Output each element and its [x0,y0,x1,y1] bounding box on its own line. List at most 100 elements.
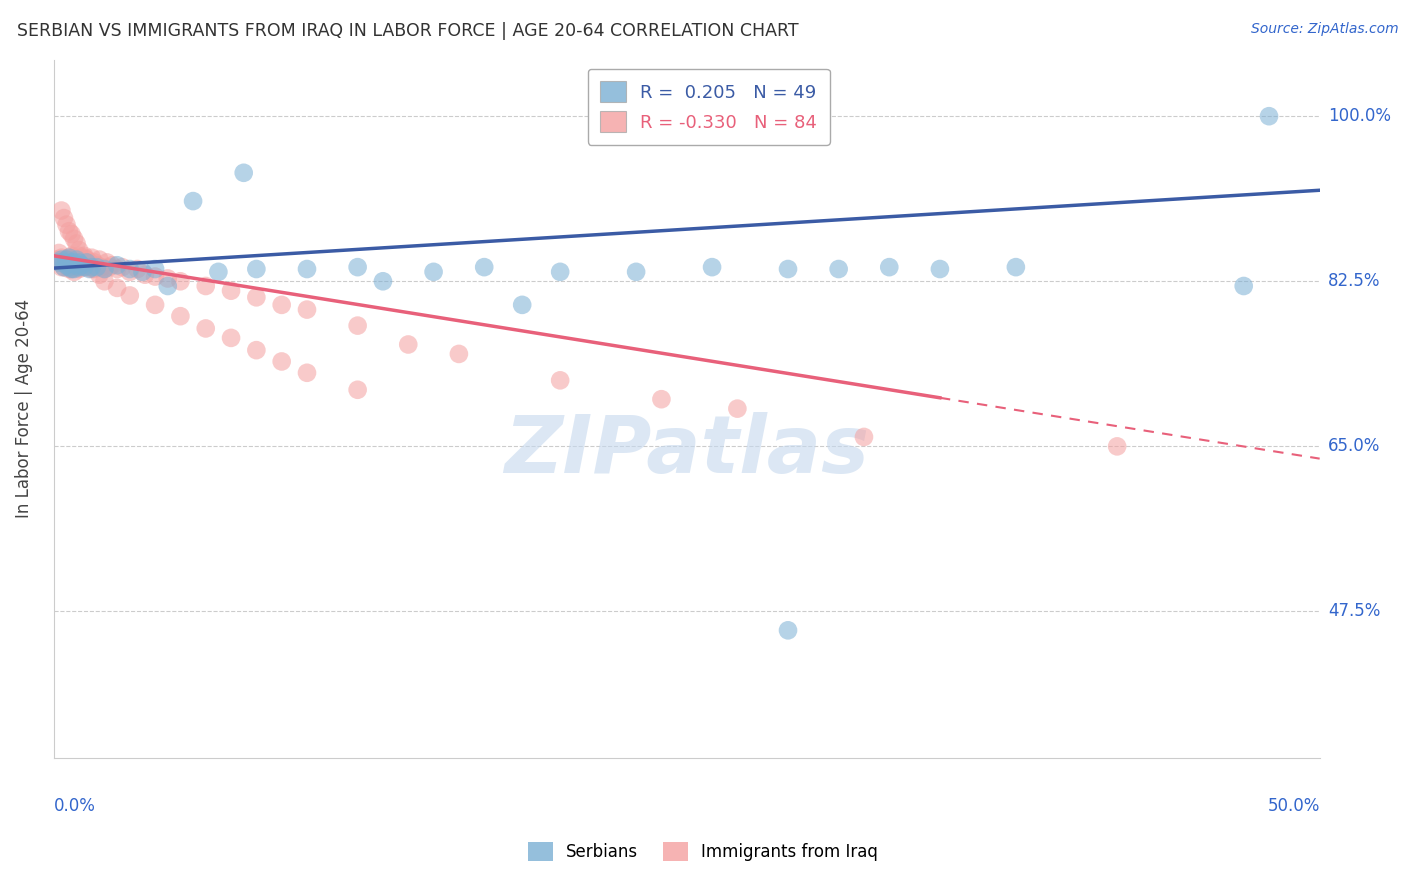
Point [67,262,90,277]
Point [1258,109,1281,123]
Point [219,284,242,298]
Point [60,255,83,269]
Point [58,262,80,277]
Point [73,251,96,265]
Point [232,166,254,180]
Point [93,274,115,288]
Point [510,298,533,312]
Point [63,258,86,272]
Point [93,262,115,277]
Point [245,343,267,358]
Text: Source: ZipAtlas.com: Source: ZipAtlas.com [1251,22,1399,37]
Point [827,262,849,277]
Point [89,252,111,267]
Point [70,260,93,274]
Point [55,218,77,232]
Text: SERBIAN VS IMMIGRANTS FROM IRAQ IN LABOR FORCE | AGE 20-64 CORRELATION CHART: SERBIAN VS IMMIGRANTS FROM IRAQ IN LABOR… [17,22,799,40]
Point [245,290,267,304]
Point [169,274,191,288]
Point [67,255,90,269]
Point [91,260,114,274]
Point [60,262,83,277]
Legend: Serbians, Immigrants from Iraq: Serbians, Immigrants from Iraq [522,835,884,868]
Point [55,252,77,267]
Point [1107,439,1129,453]
Point [52,211,75,225]
Point [63,232,86,246]
Point [548,373,571,387]
Point [77,255,100,269]
Point [77,255,100,269]
Point [624,265,647,279]
Point [51,260,73,274]
Point [60,262,83,277]
Point [67,249,90,263]
Point [51,203,73,218]
Point [80,260,103,274]
Point [83,255,105,269]
Point [63,262,86,277]
Point [156,271,179,285]
Point [76,255,98,269]
Text: 82.5%: 82.5% [1329,272,1381,290]
Point [86,258,108,272]
Point [65,236,87,251]
Point [67,255,90,269]
Text: 65.0%: 65.0% [1329,437,1381,456]
Point [396,337,419,351]
Point [52,255,75,269]
Point [101,258,124,272]
Point [929,262,952,277]
Point [270,354,292,368]
Point [725,401,748,416]
Point [55,252,77,267]
Point [169,309,191,323]
Point [58,260,80,274]
Point [1233,279,1256,293]
Point [52,260,75,274]
Point [63,255,86,269]
Point [105,258,128,272]
Point [96,255,118,269]
Point [650,392,672,407]
Point [48,246,70,260]
Point [852,430,875,444]
Point [60,255,83,269]
Point [105,281,128,295]
Point [67,243,90,257]
Point [143,269,166,284]
Legend: R =  0.205   N = 49, R = -0.330   N = 84: R = 0.205 N = 49, R = -0.330 N = 84 [588,69,830,145]
Point [194,279,217,293]
Text: 100.0%: 100.0% [1329,107,1391,125]
Point [143,262,166,277]
Point [118,262,141,277]
Point [52,260,75,274]
Point [58,224,80,238]
Point [877,260,900,274]
Point [295,302,318,317]
Point [65,252,87,267]
Point [65,260,87,274]
Point [156,279,179,293]
Point [447,347,470,361]
Point [422,265,444,279]
Point [83,262,105,277]
Point [80,251,103,265]
Point [65,252,87,267]
Point [58,251,80,265]
Point [700,260,723,274]
Text: 50.0%: 50.0% [1267,797,1320,814]
Point [63,251,86,265]
Point [55,258,77,272]
Text: ZIPatlas: ZIPatlas [505,411,869,490]
Point [65,258,87,272]
Point [48,255,70,269]
Point [346,260,368,274]
Point [207,265,229,279]
Point [58,255,80,269]
Point [111,260,134,274]
Point [776,624,799,638]
Point [89,268,111,282]
Point [70,258,93,272]
Point [60,249,83,263]
